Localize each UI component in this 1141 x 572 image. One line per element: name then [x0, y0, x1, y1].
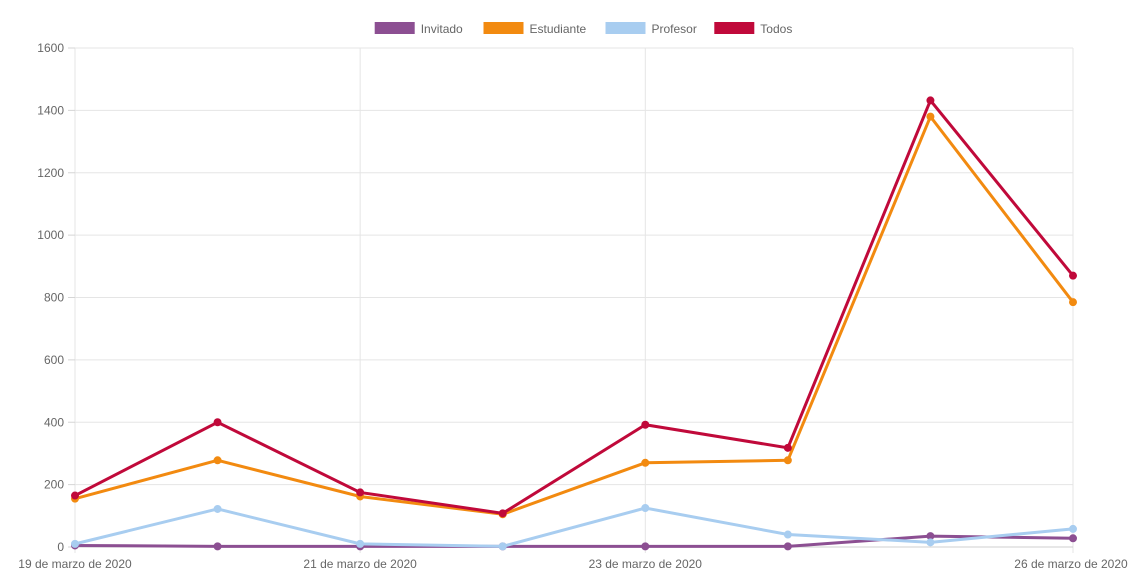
grid [74, 47, 1074, 553]
y-tick-label: 1200 [37, 166, 64, 180]
y-tick-label: 800 [44, 291, 64, 305]
data-point-profesor[interactable] [71, 539, 79, 548]
y-tick-label: 1600 [37, 41, 64, 55]
series-line-profesor [74, 506, 1074, 548]
data-point-todos[interactable] [498, 509, 507, 518]
legend-item-profesor[interactable]: Profesor [605, 22, 697, 36]
legend-swatch [605, 22, 646, 34]
axes: 0 200 400 600 800 1000 1200 1400 1600 19 de marzo… [18, 41, 1128, 571]
series-line-estudiante [74, 113, 1075, 516]
data-point-invitado[interactable] [213, 542, 222, 551]
data-point-profesor[interactable] [498, 542, 507, 551]
y-tick-label: 400 [44, 415, 64, 429]
x-tick-label: 21 de marzo de 2020 [303, 557, 417, 571]
x-tick-label: 19 de marzo de 2020 [18, 557, 132, 571]
legend-item-todos[interactable]: Todos [714, 22, 792, 36]
series-todos [71, 96, 1077, 518]
legend-swatch [483, 22, 524, 34]
data-point-todos[interactable] [213, 418, 222, 427]
series-estudiante [71, 112, 1077, 519]
data-point-estudiante[interactable] [926, 112, 935, 121]
x-tick-label: 23 de marzo de 2020 [589, 557, 703, 571]
legend-item-estudiante[interactable]: Estudiante [483, 22, 587, 36]
legend-swatch [374, 22, 415, 34]
data-point-todos[interactable] [926, 96, 935, 105]
series [71, 96, 1077, 551]
y-tick-label: 200 [44, 478, 64, 492]
data-point-todos[interactable] [1069, 271, 1077, 280]
y-tick-label: 600 [44, 353, 64, 367]
data-point-profesor[interactable] [783, 530, 792, 539]
data-point-invitado[interactable] [641, 542, 650, 551]
series-line-invitado [74, 534, 1074, 548]
y-tick-label: 0 [57, 540, 64, 554]
data-point-estudiante[interactable] [641, 458, 650, 467]
data-point-profesor[interactable] [641, 504, 650, 513]
data-point-invitado[interactable] [1069, 534, 1077, 543]
data-point-todos[interactable] [71, 491, 79, 500]
legend-label: Todos [760, 22, 792, 36]
data-point-estudiante[interactable] [783, 456, 792, 465]
data-point-profesor[interactable] [1069, 524, 1077, 533]
data-point-todos[interactable] [641, 420, 650, 429]
data-point-estudiante[interactable] [213, 456, 222, 465]
y-tick-label: 1000 [37, 228, 64, 242]
legend: Invitado Estudiante Profesor Todos [374, 22, 792, 36]
legend-label: Invitado [421, 22, 463, 36]
series-profesor [71, 504, 1077, 551]
data-point-estudiante[interactable] [1069, 298, 1077, 307]
legend-item-invitado[interactable]: Invitado [374, 22, 463, 36]
y-tick-label: 1400 [37, 103, 64, 117]
data-point-todos[interactable] [356, 488, 365, 497]
series-line-todos [74, 97, 1075, 515]
legend-swatch [714, 22, 755, 34]
data-point-profesor[interactable] [213, 504, 222, 513]
data-point-todos[interactable] [783, 443, 792, 452]
data-point-profesor[interactable] [356, 539, 365, 548]
legend-label: Estudiante [530, 22, 587, 36]
x-tick-label: 26 de marzo de 2020 [1014, 557, 1128, 571]
data-point-profesor[interactable] [926, 538, 935, 547]
data-point-invitado[interactable] [783, 542, 792, 551]
legend-label: Profesor [652, 22, 697, 36]
